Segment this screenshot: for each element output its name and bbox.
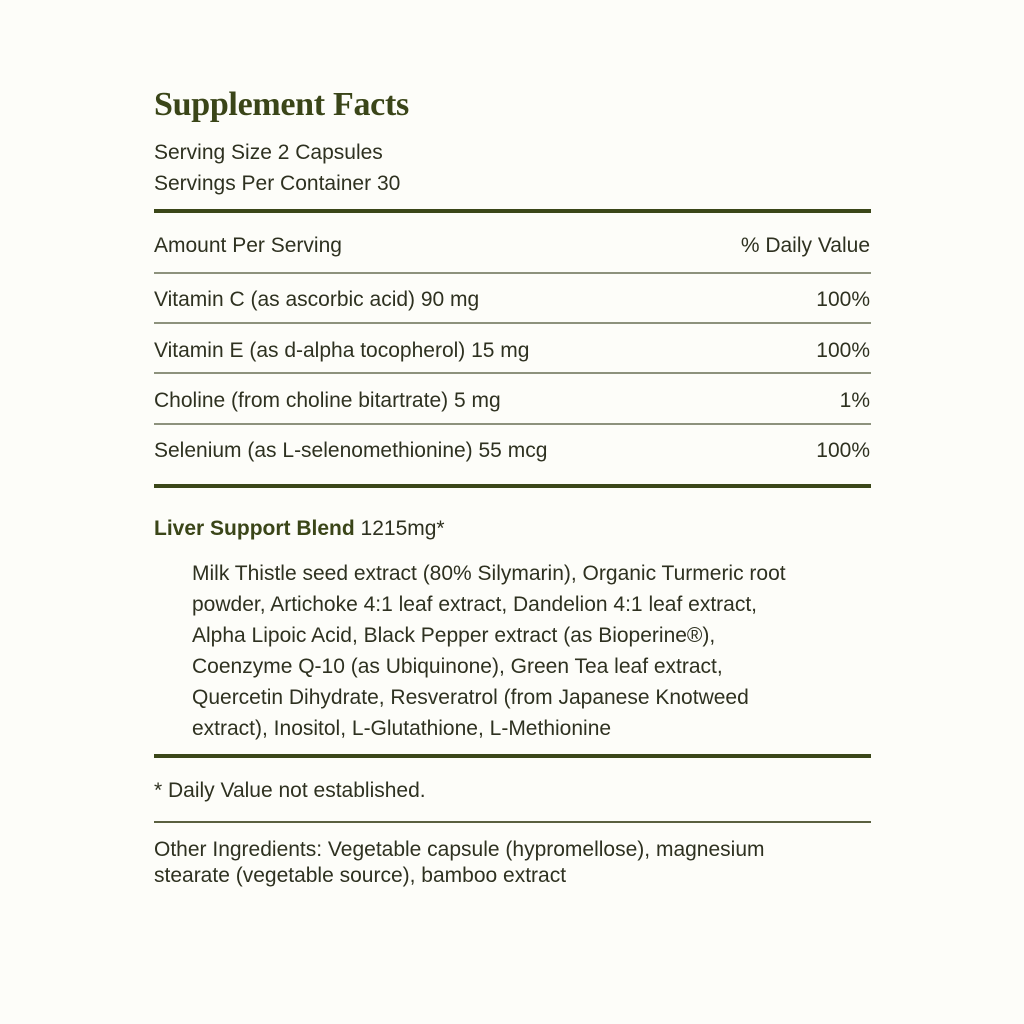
ingredient-line: Coenzyme Q-10 (as Ubiquinone), Green Tea… (192, 655, 723, 678)
nutrient-dv: 100% (816, 288, 870, 311)
daily-value-header: % Daily Value (740, 234, 870, 257)
nutrient-dv: 1% (839, 389, 870, 412)
divider (154, 272, 871, 274)
blend-name: Liver Support Blend (154, 517, 355, 540)
panel-title: Supplement Facts (154, 86, 409, 123)
nutrient-name: Vitamin C (as ascorbic acid) 90 mg (154, 288, 480, 311)
divider (154, 821, 871, 823)
footnote: * Daily Value not established. (154, 779, 426, 802)
divider-thick (154, 754, 871, 758)
ingredient-line: Quercetin Dihydrate, Resveratrol (from J… (192, 686, 749, 709)
divider (154, 423, 871, 425)
divider (154, 322, 871, 324)
ingredient-line: Alpha Lipoic Acid, Black Pepper extract … (192, 624, 716, 647)
amount-per-serving-header: Amount Per Serving (154, 234, 342, 257)
other-ingredients: Other Ingredients: Vegetable capsule (hy… (154, 837, 765, 889)
nutrient-dv: 100% (816, 339, 870, 362)
serving-size: Serving Size 2 Capsules (154, 141, 383, 164)
other-ingredients-line: stearate (vegetable source), bamboo extr… (154, 864, 567, 887)
blend-heading: Liver Support Blend 1215mg* (154, 517, 445, 541)
nutrient-name: Selenium (as L-selenomethionine) 55 mcg (154, 439, 548, 462)
divider-thick (154, 484, 871, 488)
nutrient-name: Choline (from choline bitartrate) 5 mg (154, 389, 501, 412)
nutrient-name: Vitamin E (as d-alpha tocopherol) 15 mg (154, 339, 530, 362)
divider (154, 372, 871, 374)
ingredient-line: extract), Inositol, L-Glutathione, L-Met… (192, 717, 612, 740)
blend-ingredients: Milk Thistle seed extract (80% Silymarin… (192, 558, 786, 744)
ingredient-line: Milk Thistle seed extract (80% Silymarin… (192, 562, 786, 585)
divider-thick (154, 209, 871, 213)
ingredient-line: powder, Artichoke 4:1 leaf extract, Dand… (192, 593, 757, 616)
other-ingredients-line: Other Ingredients: Vegetable capsule (hy… (154, 838, 765, 861)
blend-amount: 1215mg* (360, 517, 445, 540)
servings-per-container: Servings Per Container 30 (154, 172, 401, 195)
nutrient-dv: 100% (816, 439, 870, 462)
